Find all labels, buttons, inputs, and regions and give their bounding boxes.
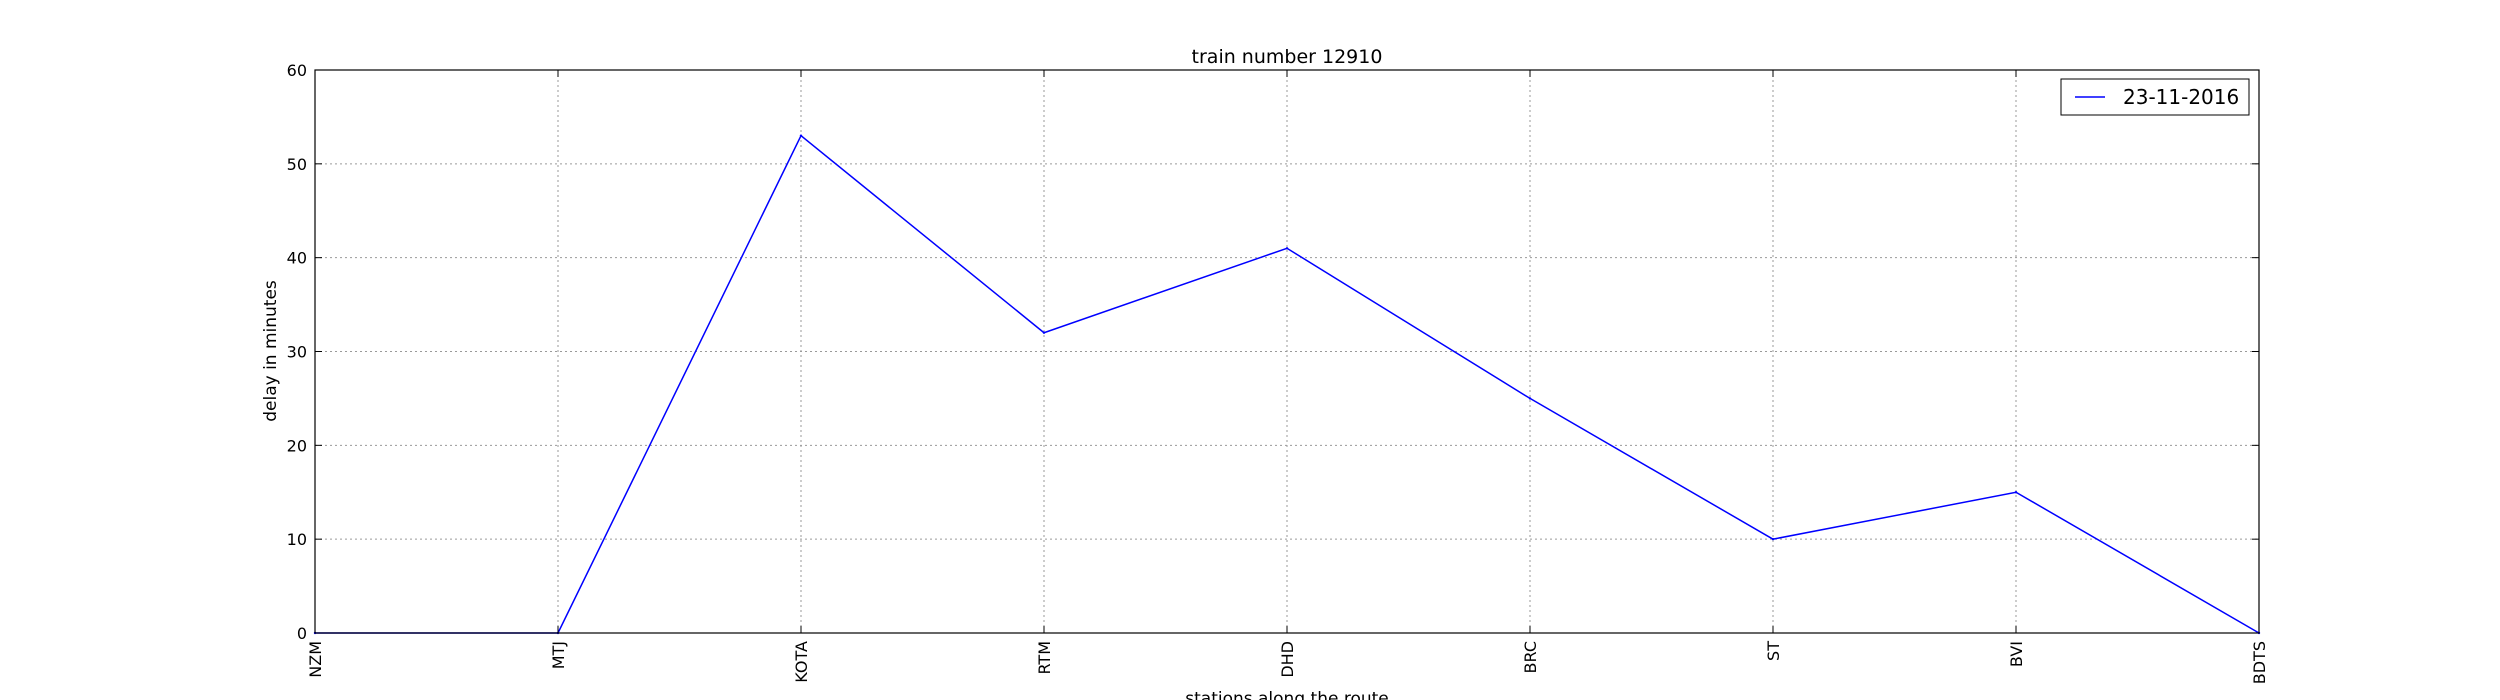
- y-tick-label: 10: [287, 530, 307, 549]
- ticks: 0 10 20 30 40 50 60 NZM MTJ KOTA RTM DHD BRC ST BVI BDT…: [287, 61, 2269, 684]
- x-tick-label: BVI: [2007, 641, 2026, 667]
- y-tick-label: 0: [297, 624, 307, 643]
- data-point: [799, 134, 803, 137]
- data-point: [2014, 491, 2018, 494]
- x-tick-label: RTM: [1035, 641, 1054, 675]
- y-tick-label: 40: [287, 249, 307, 268]
- y-tick-label: 20: [287, 436, 307, 455]
- grid: [315, 70, 2259, 633]
- data-point: [1042, 331, 1046, 334]
- data-point: [1771, 537, 1775, 541]
- legend-label: 23-11-2016: [2123, 85, 2239, 109]
- x-tick-label: DHD: [1278, 641, 1297, 678]
- chart-title: train number 12910: [1192, 46, 1383, 68]
- x-tick-label: BDTS: [2250, 641, 2269, 684]
- x-tick-label: NZM: [306, 641, 325, 678]
- x-tick-label: KOTA: [792, 641, 811, 683]
- data-point: [1285, 247, 1289, 250]
- y-tick-label: 50: [287, 155, 307, 174]
- y-tick-label: 60: [287, 61, 307, 80]
- x-tick-label: BRC: [1521, 641, 1540, 673]
- y-tick-label: 30: [287, 343, 307, 362]
- x-axis-label: stations along the route: [1185, 689, 1389, 700]
- legend: 23-11-2016: [2060, 78, 2250, 116]
- x-tick-label: MTJ: [549, 641, 568, 669]
- x-tick-label: ST: [1764, 641, 1783, 661]
- data-point: [1528, 397, 1532, 400]
- y-axis-label: delay in minutes: [261, 280, 281, 422]
